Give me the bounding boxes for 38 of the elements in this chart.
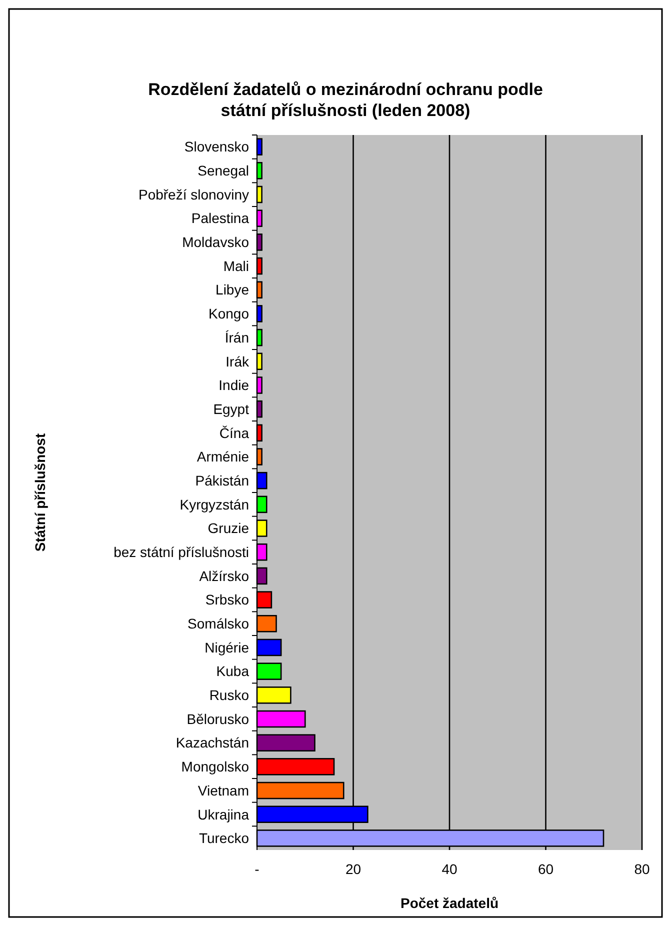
- chart-title: Rozdělení žadatelů o mezinárodní ochranu podle státní příslušnosti (leden 2008): [148, 80, 543, 120]
- y-tick-label: Palestina: [191, 210, 250, 226]
- y-tick-label: Kongo: [208, 306, 250, 322]
- y-tick-label: Čína: [219, 424, 250, 441]
- x-tick-label: 80: [634, 861, 650, 877]
- y-tick-label: Kazachstán: [176, 734, 249, 751]
- y-tick-label: Srbsko: [205, 592, 250, 608]
- y-tick-label: Bělorusko: [186, 710, 250, 727]
- y-tick-label: Irák: [226, 353, 250, 370]
- y-tick-label: Gruzie: [208, 520, 250, 536]
- y-tick-label: Rusko: [209, 687, 250, 704]
- y-axis-title: Státní příslušnost: [32, 433, 48, 552]
- y-tick-label: Alžírsko: [199, 568, 250, 584]
- y-tick-label: Turecko: [198, 830, 250, 846]
- y-tick-label: Somálsko: [188, 616, 250, 632]
- x-axis-title: Počet žadatelů: [400, 895, 499, 911]
- y-tick-label: Slovensko: [184, 138, 250, 155]
- y-tick-label: Vietnam: [198, 782, 249, 798]
- y-tick-label: Nigérie: [204, 639, 250, 656]
- y-tick-label: Libye: [216, 282, 250, 298]
- y-tick-label: Egypt: [213, 400, 250, 417]
- x-tick-label: 40: [442, 861, 458, 877]
- y-tick-label: Pobřeží slonoviny: [138, 186, 249, 202]
- y-tick-label: Indie: [218, 377, 250, 394]
- y-tick-label: Mongolsko: [181, 758, 250, 775]
- x-tick-label: -: [254, 861, 260, 877]
- y-tick-label: Pákistán: [195, 472, 249, 488]
- y-tick-label: Írán: [224, 329, 249, 346]
- y-tick-label: Senegal: [198, 162, 249, 179]
- y-tick-label: Moldavsko: [182, 234, 250, 250]
- y-tick-label: Arménie: [196, 448, 250, 465]
- y-tick-label: Mali: [223, 258, 249, 274]
- x-tick-label: 60: [538, 861, 554, 877]
- y-tick-label: bez státní příslušnosti: [114, 544, 249, 560]
- x-tick-label: 20: [345, 861, 362, 877]
- y-tick-label: Kyrgyzstán: [180, 496, 249, 512]
- y-tick-label: Kuba: [216, 663, 250, 680]
- y-tick-label: Ukrajina: [198, 806, 250, 822]
